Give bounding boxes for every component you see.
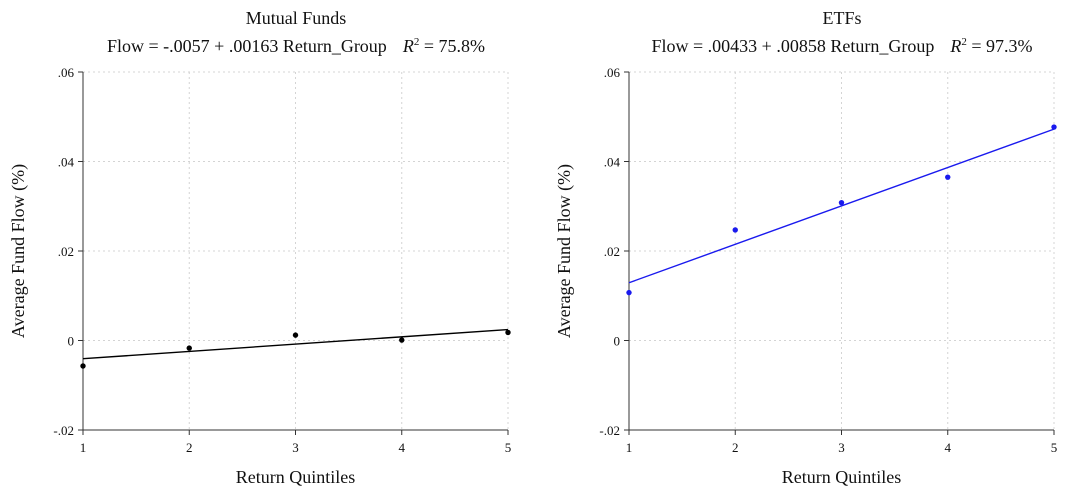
chart-title: Mutual Funds — [246, 8, 347, 28]
data-point — [186, 345, 192, 351]
r-squared-value: = 75.8% — [419, 36, 485, 56]
x-tick-label: 3 — [292, 440, 299, 455]
data-point — [732, 227, 738, 233]
data-point — [292, 332, 299, 338]
x-tick-label: 2 — [186, 440, 193, 455]
data-point — [945, 174, 951, 180]
fitted-regression-line — [82, 328, 509, 360]
y-axis-label: Average Fund Flow (%) — [554, 164, 575, 338]
y-tick-label: 0 — [68, 334, 75, 349]
r-squared-superscript: 2 — [961, 36, 967, 48]
x-axis-label: Return Quintiles — [236, 467, 356, 487]
y-tick-label: .06 — [604, 65, 621, 80]
data-point — [1051, 124, 1057, 130]
x-tick-label: 3 — [838, 440, 845, 455]
y-tick-label: .02 — [58, 244, 74, 259]
data-point — [399, 337, 405, 343]
y-tick-label: -.02 — [53, 423, 74, 438]
r-squared-value: = 97.3% — [967, 36, 1033, 56]
data-point — [838, 199, 845, 206]
r-squared-symbol: R — [949, 36, 961, 56]
chart-panel-1: Mutual Funds Flow = -.0057 + .00163 Retur… — [8, 8, 511, 487]
y-tick-label: -.02 — [599, 423, 620, 438]
x-tick-label: 2 — [732, 440, 739, 455]
x-tick-label: 5 — [505, 440, 512, 455]
chart-panel-2: ETFs Flow = .00433 + .00858 Return_Group R… — [554, 8, 1057, 487]
chart-subtitle: Flow = -.0057 + .00163 Return_Group R2 = … — [107, 36, 485, 56]
x-tick-label: 4 — [399, 440, 406, 455]
y-tick-label: .02 — [604, 244, 620, 259]
fitted-regression-line — [628, 128, 1055, 284]
regression-equation: Flow = -.0057 + .00163 Return_Group — [107, 36, 387, 56]
x-axis-label: Return Quintiles — [782, 467, 902, 487]
y-tick-label: .04 — [58, 155, 75, 170]
regression-equation: Flow = .00433 + .00858 Return_Group — [652, 36, 935, 56]
data-point — [80, 363, 86, 369]
y-axis-label: Average Fund Flow (%) — [8, 164, 29, 338]
data-point — [626, 289, 632, 296]
x-tick-label: 5 — [1051, 440, 1058, 455]
x-tick-label: 1 — [80, 440, 87, 455]
r-squared-symbol: R — [402, 36, 414, 56]
r-squared-superscript: 2 — [414, 36, 420, 48]
chart-title: ETFs — [822, 8, 861, 28]
y-tick-label: 0 — [614, 334, 621, 349]
y-tick-label: .06 — [58, 65, 75, 80]
chart-subtitle: Flow = .00433 + .00858 Return_Group R2 = … — [652, 36, 1033, 56]
y-tick-label: .04 — [604, 155, 621, 170]
x-tick-label: 1 — [626, 440, 633, 455]
x-tick-label: 4 — [945, 440, 952, 455]
data-point — [505, 329, 511, 336]
